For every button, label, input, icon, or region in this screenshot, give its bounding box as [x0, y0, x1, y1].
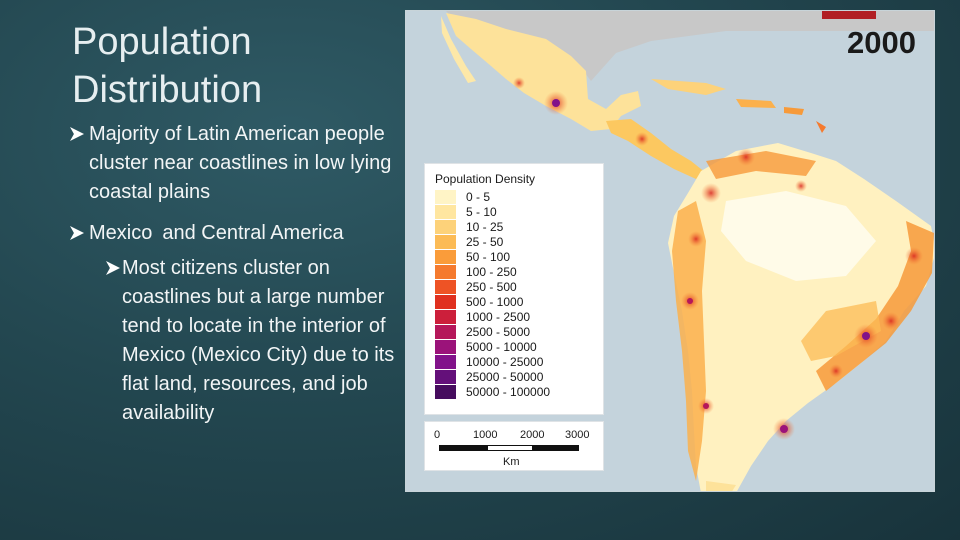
legend-label: 50000 - 100000	[466, 384, 551, 399]
legend-swatch	[435, 219, 456, 234]
legend-row: 50 - 100	[435, 249, 603, 264]
scale-tick-label: 1000	[473, 429, 498, 441]
legend-swatch	[435, 294, 456, 309]
scale-tick-label: 0	[434, 429, 441, 441]
legend-row: 10 - 25	[435, 219, 603, 234]
legend-label: 5 - 10	[466, 204, 497, 219]
legend-row: 0 - 5	[435, 189, 603, 204]
scale-tick-label: 3000	[565, 429, 590, 441]
sub-bullet-text: Most citizens cluster on coastlines but …	[122, 257, 395, 424]
legend-label: 1000 - 2500	[466, 309, 531, 324]
legend-label: 25 - 50	[466, 234, 504, 249]
legend-title: Population Density	[435, 172, 536, 186]
legend-label: 100 - 250	[466, 264, 517, 279]
legend-swatch	[435, 339, 456, 354]
legend-swatch	[435, 309, 456, 324]
legend-row: 10000 - 25000	[435, 354, 603, 369]
legend-label: 500 - 1000	[466, 294, 524, 309]
legend-swatch	[435, 204, 456, 219]
legend-label: 2500 - 5000	[466, 324, 531, 339]
legend-swatch	[435, 324, 456, 339]
legend-label: 0 - 5	[466, 189, 491, 204]
slide-title: Population Distribution	[72, 18, 262, 114]
legend-row: 50000 - 100000	[435, 384, 603, 399]
legend-label: 50 - 100	[466, 249, 511, 264]
scale-tick-label: 2000	[520, 429, 545, 441]
bullet-arrow-icon	[106, 261, 120, 275]
legend-swatch	[435, 369, 456, 384]
scale-unit-label: Km	[503, 456, 520, 468]
legend-row: 250 - 500	[435, 279, 603, 294]
map-year-label: 2000	[847, 25, 916, 60]
scale-bar-segment	[487, 445, 533, 451]
legend-row: 100 - 250	[435, 264, 603, 279]
legend-row: 1000 - 2500	[435, 309, 603, 324]
legend-swatch	[435, 264, 456, 279]
title-line-1: Population	[72, 21, 252, 63]
legend-row: 2500 - 5000	[435, 324, 603, 339]
legend-swatch	[435, 189, 456, 204]
legend-row: 5 - 10	[435, 204, 603, 219]
legend-label: 5000 - 10000	[466, 339, 537, 354]
scale-bar-segment	[533, 445, 579, 451]
bullet-arrow-icon	[70, 226, 84, 240]
legend-label: 10 - 25	[466, 219, 504, 234]
legend-row: 5000 - 10000	[435, 339, 603, 354]
bullet-arrow-icon	[70, 127, 84, 141]
legend-label: 10000 - 25000	[466, 354, 544, 369]
legend-swatch	[435, 354, 456, 369]
bullet-item: Majority of Latin American people cluste…	[70, 120, 400, 207]
bullet-text-part1: Mexico	[89, 222, 153, 244]
legend-row: 500 - 1000	[435, 294, 603, 309]
bullet-list: Majority of Latin American people cluste…	[70, 120, 400, 428]
latin-america-map-graphic	[441, 11, 934, 491]
bullet-text: Majority of Latin American people cluste…	[89, 123, 392, 203]
legend-row: 25 - 50	[435, 234, 603, 249]
scale-bar-segment	[439, 445, 487, 451]
bullet-text-part2: and Central America	[162, 222, 344, 244]
sub-bullet-item: Most citizens cluster on coastlines but …	[70, 254, 400, 428]
legend-row: 25000 - 50000	[435, 369, 603, 384]
legend-swatch	[435, 279, 456, 294]
legend-label: 25000 - 50000	[466, 369, 544, 384]
accent-bar	[822, 11, 876, 19]
title-line-2: Distribution	[72, 69, 263, 111]
legend-label: 250 - 500	[466, 279, 517, 294]
map-scale-bar: 0 1000 2000 3000 Km	[424, 421, 604, 471]
legend-swatch	[435, 384, 456, 399]
legend-swatch	[435, 249, 456, 264]
bullet-item: Mexico and Central America	[70, 219, 400, 248]
legend-swatch	[435, 234, 456, 249]
